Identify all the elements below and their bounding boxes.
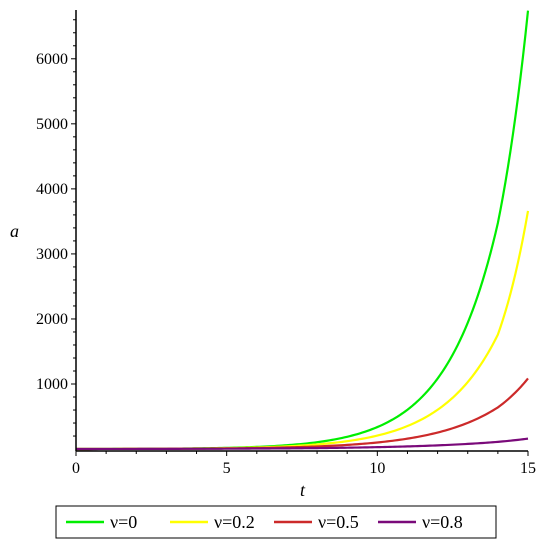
- series-layer: [76, 10, 530, 451]
- series-line-3: [76, 437, 529, 451]
- legend: ν=0 ν=0.2 ν=0.5 ν=0.8: [55, 505, 497, 539]
- x-tick-label: 0: [72, 460, 80, 477]
- series-line-0: [76, 10, 530, 451]
- y-tick-label: 1000: [36, 376, 68, 393]
- x-tick-label: 5: [223, 460, 231, 477]
- legend-label-1: ν=0.2: [214, 512, 255, 532]
- y-tick-label: 4000: [36, 181, 68, 198]
- legend-label-0: ν=0: [110, 512, 137, 532]
- legend-label-2: ν=0.5: [318, 512, 359, 532]
- series-line-1: [76, 210, 530, 451]
- x-axis-title: t: [300, 480, 306, 500]
- y-tick-label: 2000: [36, 311, 68, 328]
- axes-layer: 0 5 10 15 1000 2000 3000 4000 5000 6000: [36, 10, 536, 477]
- y-axis-title: a: [10, 221, 19, 241]
- y-tick-label: 3000: [36, 246, 68, 263]
- y-tick-label: 6000: [36, 51, 68, 68]
- x-tick-label: 15: [520, 460, 536, 477]
- legend-label-3: ν=0.8: [422, 512, 463, 532]
- x-tick-label: 10: [369, 460, 385, 477]
- y-tick-label: 5000: [36, 116, 68, 133]
